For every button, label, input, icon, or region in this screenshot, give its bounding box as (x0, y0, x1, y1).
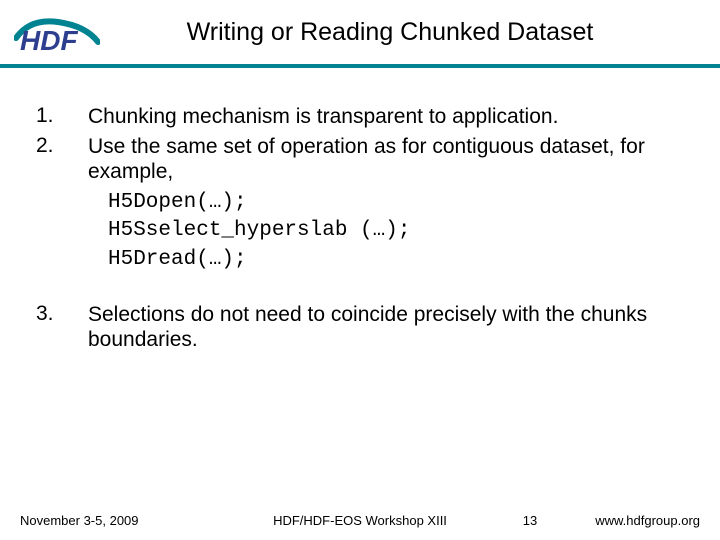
list-number: 3. (36, 302, 88, 353)
list-number: 1. (36, 104, 88, 130)
list-text: Use the same set of operation as for con… (88, 134, 690, 185)
code-block: H5Dopen(…); H5Sselect_hyperslab (…); H5D… (108, 189, 690, 274)
list-item: 3. Selections do not need to coincide pr… (36, 302, 690, 353)
list-number: 2. (36, 134, 88, 185)
footer-page: 13 (500, 513, 560, 528)
footer-url: www.hdfgroup.org (560, 513, 700, 528)
list-item: 2. Use the same set of operation as for … (36, 134, 690, 185)
footer-date: November 3-5, 2009 (20, 513, 220, 528)
slide-header: HDF Writing or Reading Chunked Dataset (0, 0, 720, 64)
hdf-logo: HDF (14, 16, 100, 54)
slide-content: 1. Chunking mechanism is transparent to … (0, 68, 720, 353)
code-line: H5Sselect_hyperslab (…); (108, 217, 690, 245)
list-text: Chunking mechanism is transparent to app… (88, 104, 558, 130)
slide-title: Writing or Reading Chunked Dataset (100, 18, 720, 47)
list-text: Selections do not need to coincide preci… (88, 302, 690, 353)
code-line: H5Dopen(…); (108, 189, 690, 217)
svg-text:HDF: HDF (20, 25, 78, 54)
slide-footer: November 3-5, 2009 HDF/HDF-EOS Workshop … (0, 513, 720, 528)
list-item: 1. Chunking mechanism is transparent to … (36, 104, 690, 130)
code-line: H5Dread(…); (108, 246, 690, 274)
footer-center: HDF/HDF-EOS Workshop XIII (220, 513, 500, 528)
